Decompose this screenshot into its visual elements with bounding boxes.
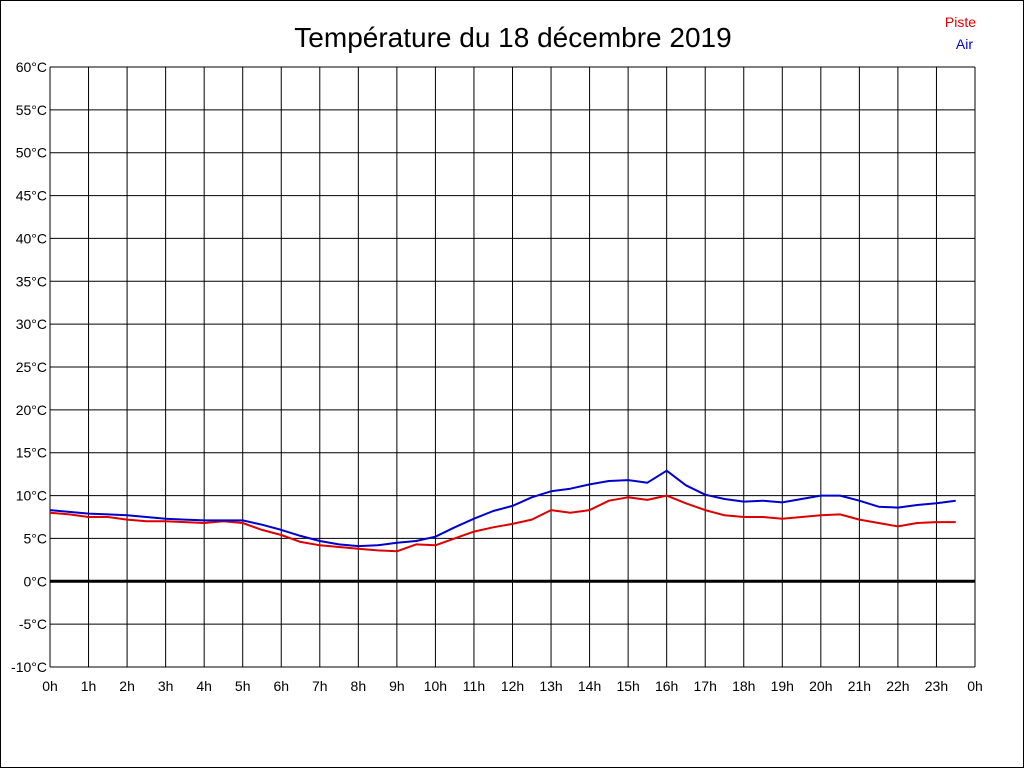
y-tick-label: -5°C	[19, 616, 47, 632]
x-tick-label: 7h	[312, 678, 328, 694]
y-tick-label: 25°C	[16, 359, 47, 375]
legend-air: Air	[956, 36, 973, 52]
x-tick-label: 2h	[119, 678, 135, 694]
x-tick-label: 18h	[732, 678, 755, 694]
y-tick-label: 55°C	[16, 102, 47, 118]
x-tick-label: 1h	[81, 678, 97, 694]
y-tick-label: 50°C	[16, 145, 47, 161]
y-tick-label: 5°C	[24, 530, 48, 546]
x-tick-label: 10h	[424, 678, 447, 694]
legend-piste: Piste	[945, 14, 976, 30]
x-tick-label: 4h	[196, 678, 212, 694]
series-lines	[49, 469, 956, 553]
x-tick-label: 6h	[273, 678, 289, 694]
x-tick-label: 20h	[809, 678, 832, 694]
x-tick-label: 9h	[389, 678, 405, 694]
x-tick-label: 11h	[463, 678, 485, 694]
y-tick-label: 0°C	[24, 573, 48, 589]
y-tick-label: 15°C	[16, 445, 47, 461]
y-tick-label: 45°C	[16, 188, 47, 204]
x-tick-label: 0h	[42, 678, 58, 694]
x-tick-label: 12h	[501, 678, 524, 694]
series-line-piste	[49, 494, 956, 553]
x-tick-label: 15h	[616, 678, 639, 694]
y-tick-label: 20°C	[16, 402, 47, 418]
x-tick-label: 21h	[848, 678, 871, 694]
x-tick-label: 8h	[351, 678, 367, 694]
x-tick-label: 19h	[771, 678, 794, 694]
y-tick-label: 10°C	[16, 488, 47, 504]
grid	[49, 66, 976, 668]
series-line-air	[49, 469, 956, 548]
y-tick-label: 35°C	[16, 273, 47, 289]
y-tick-label: -10°C	[11, 659, 47, 675]
x-axis-ticks: 0h 1h 2h 3h 4h 5h 6h 7h 8h 9h 10h 11h 12h 13h 14h 15h 16…	[42, 678, 983, 694]
x-tick-label: 0h	[967, 678, 983, 694]
x-tick-label: 14h	[578, 678, 601, 694]
x-tick-label: 22h	[886, 678, 909, 694]
x-tick-label: 5h	[235, 678, 251, 694]
x-tick-label: 23h	[925, 678, 948, 694]
x-tick-label: 3h	[158, 678, 174, 694]
y-tick-label: 60°C	[16, 59, 47, 75]
y-axis-ticks: -10°C -5°C 0°C 5°C 10°C 15°C 20°C 25°C 30°C 35°C 4…	[11, 59, 47, 675]
chart-title: Température du 18 décembre 2019	[294, 22, 731, 53]
x-tick-label: 13h	[539, 678, 562, 694]
y-tick-label: 30°C	[16, 316, 47, 332]
x-tick-label: 16h	[655, 678, 678, 694]
x-tick-label: 17h	[694, 678, 717, 694]
y-tick-label: 40°C	[16, 230, 47, 246]
